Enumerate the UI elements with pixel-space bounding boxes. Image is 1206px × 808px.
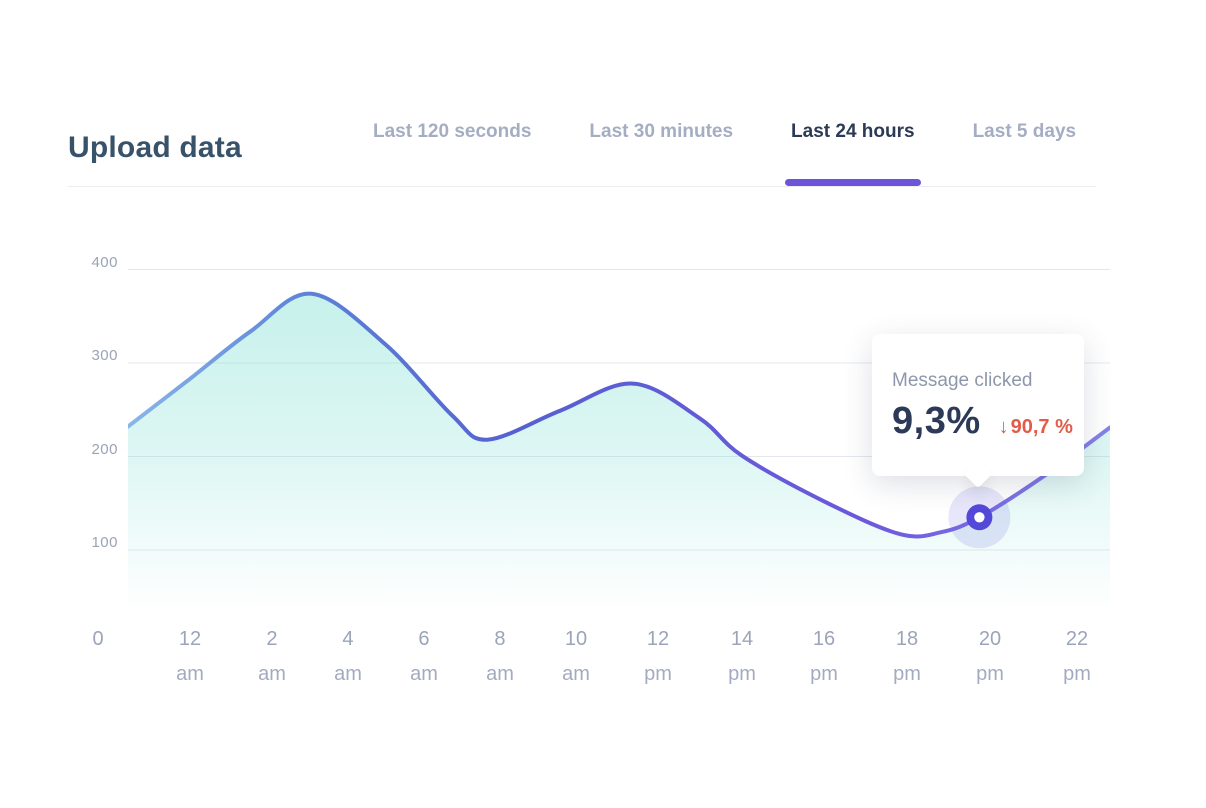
series-area-fill (128, 293, 1110, 612)
x-tick-label: 22 pm (1063, 628, 1091, 685)
x-tick-period: am (486, 663, 514, 685)
y-tick-label: 200 (91, 440, 118, 458)
tab-last-120-seconds[interactable]: Last 120 seconds (373, 121, 532, 142)
x-tick-hour: 20 (978, 628, 1002, 650)
y-tick-label: 300 (91, 347, 118, 364)
x-tick-hour: 6 (418, 628, 430, 650)
header-divider (68, 186, 1096, 187)
x-tick-hour: 0 (92, 628, 104, 650)
y-tick-label: 400 (91, 253, 118, 271)
x-tick-label: 10 am (562, 628, 590, 685)
marker-core (974, 512, 985, 523)
tooltip-value: 9,3% (892, 400, 981, 442)
x-tick-period: am (258, 663, 286, 685)
tab-last-5-days[interactable]: Last 5 days (972, 121, 1077, 142)
x-tick-period: pm (1063, 663, 1091, 685)
x-tick-hour: 14 (730, 628, 754, 650)
page-title: Upload data (68, 131, 242, 165)
x-tick-label: 2 am (258, 628, 286, 685)
x-tick-hour: 12 (178, 628, 202, 650)
x-tick-period: am (334, 663, 362, 685)
x-tick-hour: 12 (646, 628, 670, 650)
x-tick-period: pm (810, 663, 838, 685)
x-tick-label: 0 (92, 628, 103, 650)
chart-tooltip: Message clicked 9,3% ↓ 90,7 % (872, 334, 1084, 489)
tab-last-24-hours[interactable]: Last 24 hours (785, 121, 921, 186)
x-tick-label: 18 pm (893, 628, 921, 685)
area-chart-plot (128, 269, 1110, 612)
x-tick-hour: 4 (342, 628, 354, 650)
x-tick-period: pm (893, 663, 921, 685)
x-tick-hour: 2 (266, 628, 278, 650)
y-tick-label: 100 (91, 534, 118, 551)
x-tick-hour: 16 (812, 628, 836, 650)
x-tick-hour: 18 (895, 628, 919, 650)
x-tick-label: 4 am (334, 628, 362, 685)
x-tick-period: pm (644, 663, 672, 685)
series-line (128, 291, 1110, 539)
x-tick-period: pm (728, 663, 756, 685)
tooltip-value-row: 9,3% ↓ 90,7 % (892, 400, 1084, 443)
x-tick-period: am (562, 663, 590, 685)
x-tick-label: 20 pm (976, 628, 1004, 685)
time-range-tabs: Last 120 seconds Last 30 minutes Last 24 h… (373, 121, 1077, 186)
x-tick-hour: 22 (1065, 628, 1089, 650)
x-tick-period: am (176, 663, 204, 685)
active-tab-underline (785, 179, 921, 186)
tooltip-delta-value: 90,7 % (1010, 416, 1073, 438)
tooltip-title: Message clicked (892, 370, 1033, 391)
x-tick-label: 8 am (486, 628, 514, 685)
x-tick-label: 12 am (176, 628, 204, 685)
tooltip-delta: ↓ 90,7 % (999, 416, 1073, 439)
x-tick-period: am (410, 663, 438, 685)
x-tick-period: pm (976, 663, 1004, 685)
x-tick-label: 14 pm (728, 628, 756, 685)
x-tick-hour: 10 (564, 628, 588, 650)
down-arrow-icon: ↓ (998, 416, 1009, 438)
x-tick-hour: 8 (494, 628, 506, 650)
selected-point-marker[interactable] (948, 486, 1011, 549)
tab-last-30-minutes[interactable]: Last 30 minutes (589, 121, 734, 142)
x-tick-label: 6 am (410, 628, 438, 685)
x-tick-label: 12 pm (644, 628, 672, 685)
x-tick-label: 16 pm (810, 628, 838, 685)
